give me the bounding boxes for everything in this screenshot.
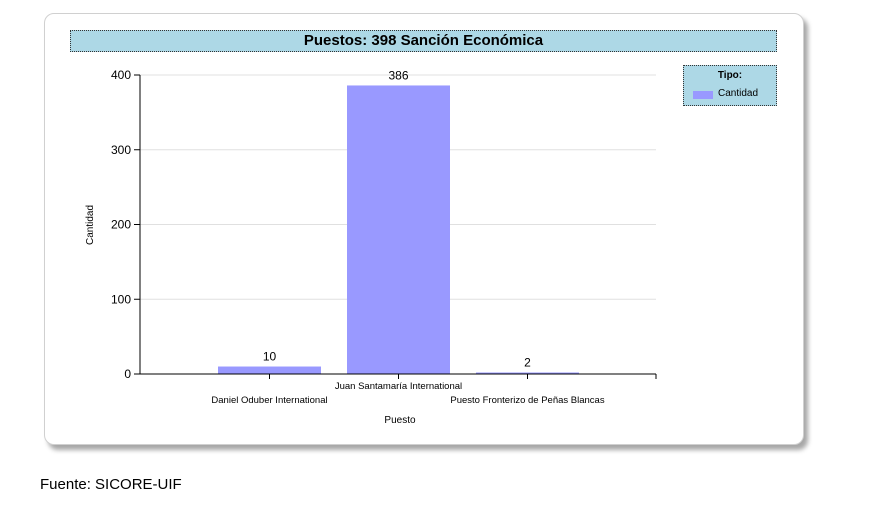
chart-legend: Tipo: Cantidad bbox=[683, 65, 777, 106]
data-label: 386 bbox=[388, 68, 408, 82]
y-tick-label: 100 bbox=[111, 292, 131, 306]
legend-label-cantidad: Cantidad bbox=[718, 88, 759, 99]
bars bbox=[218, 85, 579, 374]
chart-title: Puestos: 398 Sanción Económica bbox=[70, 30, 777, 52]
y-tick-label: 400 bbox=[111, 68, 131, 82]
y-axis-title: Cantidad bbox=[85, 205, 96, 245]
data-label: 10 bbox=[263, 350, 277, 364]
legend-swatch-cantidad bbox=[693, 91, 713, 99]
y-tick-label: 300 bbox=[111, 143, 131, 157]
bar bbox=[347, 85, 450, 374]
x-tick-label: Juan Santamaría International bbox=[335, 381, 462, 392]
bar bbox=[218, 366, 321, 374]
legend-title: Tipo: bbox=[717, 70, 743, 81]
y-tick-label: 200 bbox=[111, 218, 131, 232]
data-label: 2 bbox=[524, 356, 531, 370]
x-tick-label: Daniel Oduber International bbox=[211, 395, 327, 406]
bar bbox=[476, 372, 579, 374]
y-tick-label: 0 bbox=[124, 367, 131, 381]
labels: 0 100 200 300 400 10 Daniel Oduber Internation… bbox=[85, 68, 605, 426]
axes bbox=[134, 74, 657, 379]
source-note: Fuente: SICORE-UIF bbox=[40, 476, 182, 493]
x-axis-title: Puesto bbox=[384, 415, 416, 426]
x-tick-label: Puesto Fronterizo de Peñas Blancas bbox=[450, 395, 604, 406]
